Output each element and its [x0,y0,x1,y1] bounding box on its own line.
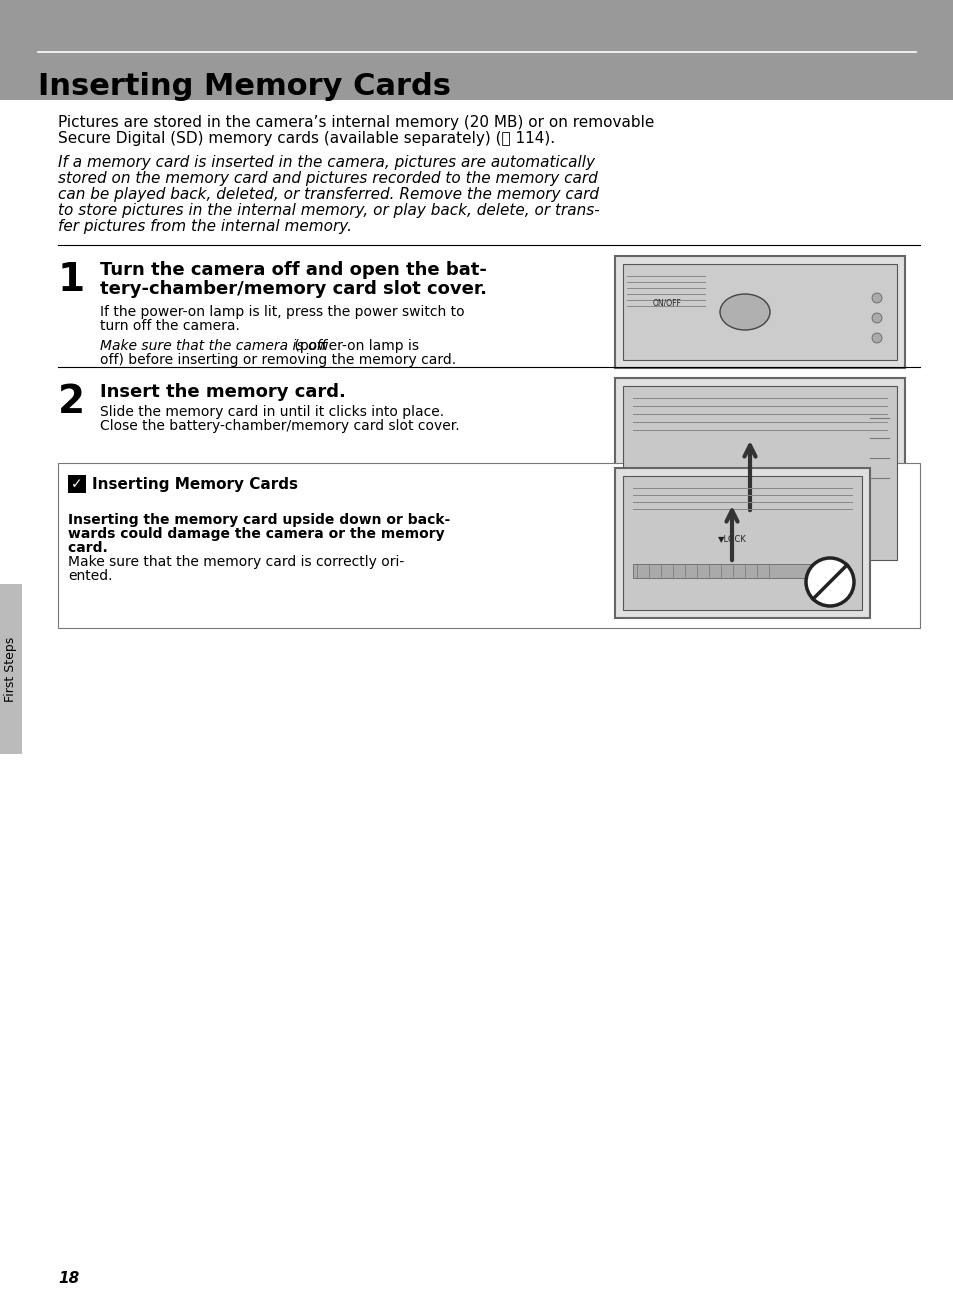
Text: ON/OFF: ON/OFF [652,298,680,307]
Text: Pictures are stored in the camera’s internal memory (20 MB) or on removable: Pictures are stored in the camera’s inte… [58,116,654,130]
Bar [0,0,953,100]
Text: fer pictures from the internal memory.: fer pictures from the internal memory. [58,219,352,234]
Text: off) before inserting or removing the memory card.: off) before inserting or removing the me… [100,353,456,367]
Text: can be played back, deleted, or transferred. Remove the memory card: can be played back, deleted, or transfer… [58,187,598,202]
Text: Make sure that the memory card is correctly ori-: Make sure that the memory card is correc… [68,555,404,569]
Text: tery-chamber/memory card slot cover.: tery-chamber/memory card slot cover. [100,280,486,298]
Text: Slide the memory card in until it clicks into place.: Slide the memory card in until it clicks… [100,405,444,419]
Bar [622,264,896,360]
Text: to store pictures in the internal memory, or play back, delete, or trans-: to store pictures in the internal memory… [58,202,599,218]
Bar [68,474,86,493]
Bar [689,528,774,551]
Text: Turn the camera off and open the bat-: Turn the camera off and open the bat- [100,261,486,279]
Text: card.: card. [68,541,112,555]
Circle shape [805,558,853,606]
Text: Close the battery-chamber/memory card slot cover.: Close the battery-chamber/memory card sl… [100,419,459,434]
Bar [622,476,862,610]
Text: Inserting Memory Cards: Inserting Memory Cards [38,72,451,101]
Text: 18: 18 [58,1271,79,1286]
Text: ✓: ✓ [71,477,83,491]
Text: If the power-on lamp is lit, press the power switch to: If the power-on lamp is lit, press the p… [100,305,464,319]
Bar [633,564,817,578]
Text: First Steps: First Steps [5,636,17,702]
Text: Inserting the memory card upside down or back-: Inserting the memory card upside down or… [68,512,450,527]
Text: 1: 1 [58,261,85,300]
Circle shape [871,332,882,343]
Text: 2: 2 [58,382,85,420]
Text: Insert the memory card.: Insert the memory card. [100,382,346,401]
Bar [58,463,919,628]
Text: Secure Digital (SD) memory cards (available separately) (Ⓝ 114).: Secure Digital (SD) memory cards (availa… [58,131,555,146]
Text: ▼LOCK: ▼LOCK [717,535,745,544]
Bar [0,583,22,754]
Circle shape [871,293,882,304]
Bar [615,256,904,368]
Text: (power-on lamp is: (power-on lamp is [290,339,418,353]
Circle shape [871,313,882,323]
Bar [615,468,869,618]
Text: turn off the camera.: turn off the camera. [100,319,239,332]
Text: ented.: ented. [68,569,112,583]
Ellipse shape [720,294,769,330]
Text: Make sure that the camera is off: Make sure that the camera is off [100,339,326,353]
Text: stored on the memory card and pictures recorded to the memory card: stored on the memory card and pictures r… [58,171,598,187]
Text: Inserting Memory Cards: Inserting Memory Cards [91,477,297,491]
Bar [615,378,904,568]
Text: If a memory card is inserted in the camera, pictures are automatically: If a memory card is inserted in the came… [58,155,595,170]
Text: wards could damage the camera or the memory: wards could damage the camera or the mem… [68,527,444,541]
Bar [622,386,896,560]
